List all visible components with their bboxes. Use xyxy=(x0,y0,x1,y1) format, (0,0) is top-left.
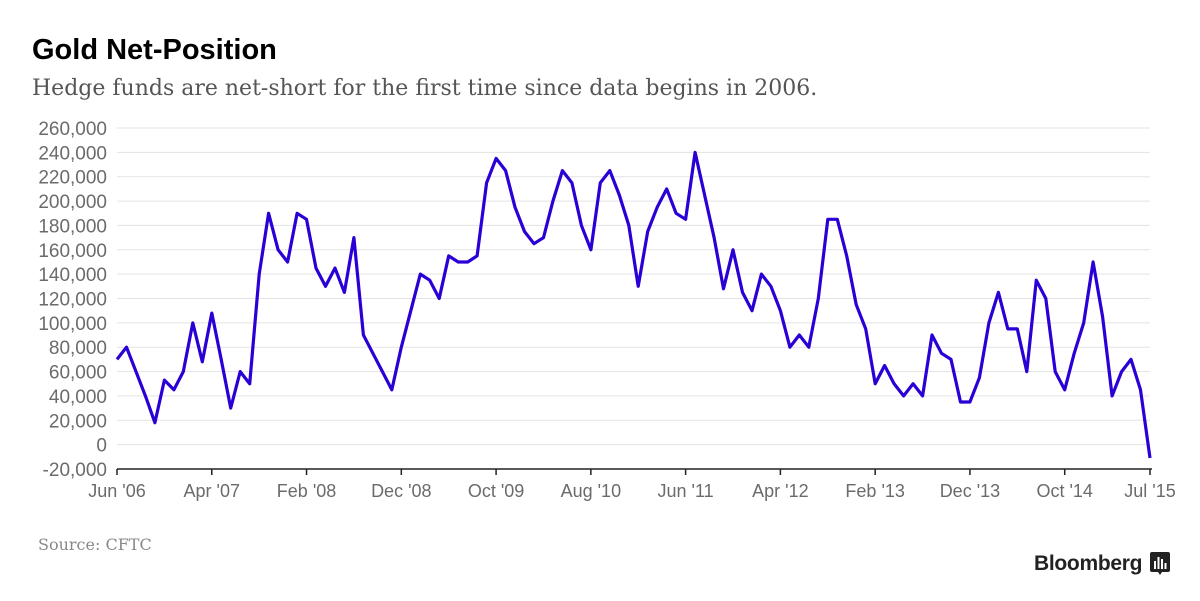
y-tick-label: 180,000 xyxy=(38,216,107,237)
y-tick-label: 20,000 xyxy=(49,411,107,432)
brand-name: Bloomberg xyxy=(1034,552,1143,575)
x-tick-label: Jul '15 xyxy=(1124,481,1175,501)
y-tick-label: 40,000 xyxy=(49,387,107,408)
series-line xyxy=(115,150,1152,459)
chart-subtitle: Hedge funds are net-short for the first … xyxy=(32,76,818,101)
y-tick-label: 200,000 xyxy=(38,192,107,213)
x-tick-label: Aug '10 xyxy=(561,481,622,501)
chart-title: Gold Net-Position xyxy=(32,34,277,66)
y-tick-label: -20,000 xyxy=(43,460,107,481)
y-tick-label: 60,000 xyxy=(49,363,107,384)
y-tick-label: 0 xyxy=(96,436,107,457)
y-tick-label: 100,000 xyxy=(38,314,107,335)
y-tick-label: 240,000 xyxy=(38,143,107,164)
x-tick-label: Apr '12 xyxy=(752,481,808,501)
source-note: Source: CFTC xyxy=(38,535,152,554)
x-tick-label: Jun '06 xyxy=(88,481,145,501)
x-tick-label: Feb '08 xyxy=(277,481,336,501)
x-tick-label: Dec '13 xyxy=(940,481,1000,501)
bloomberg-logo: Bloomberg xyxy=(1034,552,1171,576)
y-tick-label: 160,000 xyxy=(38,241,107,262)
x-tick-label: Oct '14 xyxy=(1036,481,1092,501)
y-tick-label: 260,000 xyxy=(38,119,107,140)
x-tick-label: Feb '13 xyxy=(845,481,904,501)
x-tick-label: Jun '11 xyxy=(658,481,714,501)
x-tick-label: Oct '09 xyxy=(468,481,524,501)
y-tick-label: 80,000 xyxy=(49,338,107,359)
y-tick-label: 120,000 xyxy=(38,290,107,311)
x-tick-label: Dec '08 xyxy=(371,481,431,501)
bar-chart-logo-icon xyxy=(1150,552,1171,575)
x-tick-label: Apr '07 xyxy=(184,481,240,501)
y-tick-label: 220,000 xyxy=(38,168,107,189)
y-tick-label: 140,000 xyxy=(38,265,107,286)
